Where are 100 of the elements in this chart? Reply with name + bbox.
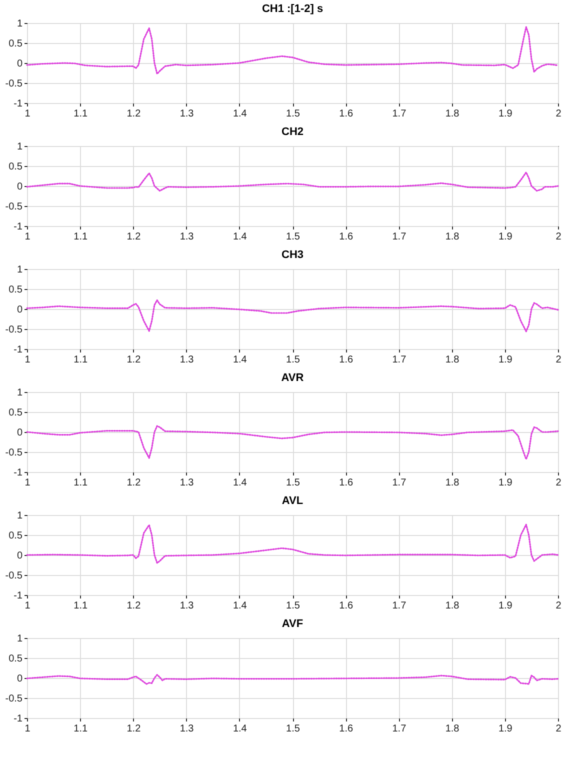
y-tick-label: 0.5 [8, 38, 23, 50]
x-tick-label: 1 [24, 354, 31, 366]
x-tick-label: 1.3 [180, 354, 194, 366]
x-tick-label: 1.4 [232, 478, 248, 488]
x-tick-label: 2 [556, 724, 562, 734]
x-tick-label: 1.8 [445, 108, 460, 120]
chart-title: CH2 [281, 126, 304, 138]
x-tick-label: 1 [24, 108, 31, 120]
x-tick-label: 1.2 [126, 724, 142, 734]
x-tick-label: 1.6 [339, 232, 354, 242]
y-tick-label: -1 [14, 222, 23, 232]
x-tick-label: 1.1 [74, 354, 88, 366]
y-tick-label: 0 [16, 182, 23, 192]
chart-title: AVR [281, 372, 304, 384]
x-tick-label: 2 [556, 108, 562, 120]
x-tick-label: 1.5 [286, 478, 300, 488]
chart-title: CH1 :[1-2] s [262, 3, 324, 15]
x-tick-label: 1.7 [392, 478, 407, 488]
y-tick-label: -0.5 [5, 78, 23, 90]
y-tick-label: 1 [16, 634, 23, 644]
x-tick-label: 1.3 [180, 724, 194, 734]
x-tick-label: 1.9 [498, 232, 513, 242]
y-tick-label: 0.5 [8, 284, 23, 296]
x-tick-label: 1.1 [74, 108, 88, 120]
x-tick-label: 1.8 [445, 724, 460, 734]
x-tick-label: 1.8 [445, 232, 460, 242]
x-tick-label: 1.9 [498, 354, 513, 366]
y-tick-label: 0 [16, 428, 23, 438]
y-tick-label: 0.5 [8, 654, 23, 664]
x-tick-label: 1.9 [498, 478, 513, 488]
x-tick-label: 1.8 [445, 600, 460, 612]
x-tick-label: 1.7 [392, 232, 407, 242]
x-tick-label: 1.9 [498, 108, 513, 120]
x-tick-label: 1.6 [339, 354, 354, 366]
x-tick-label: 1.7 [392, 600, 407, 612]
x-tick-label: 1.5 [286, 232, 300, 242]
x-tick-label: 1.5 [286, 600, 300, 612]
x-tick-label: 1 [24, 724, 31, 734]
y-tick-label: 1 [16, 388, 23, 398]
y-tick-label: -0.5 [5, 570, 23, 582]
x-tick-label: 1.5 [286, 724, 300, 734]
x-tick-label: 1.2 [126, 108, 142, 120]
x-tick-label: 2 [556, 232, 562, 242]
x-tick-label: 1.7 [392, 724, 407, 734]
x-tick-label: 1.6 [339, 108, 354, 120]
x-tick-label: 1.5 [286, 354, 300, 366]
line-series [26, 299, 559, 332]
y-tick-label: 0 [16, 674, 23, 684]
x-tick-label: 1.3 [180, 232, 194, 242]
x-tick-label: 1.3 [180, 478, 194, 488]
x-tick-label: 1.6 [339, 724, 354, 734]
line-series [26, 524, 559, 564]
x-tick-label: 1.6 [339, 600, 354, 612]
x-tick-label: 1.2 [126, 232, 142, 242]
x-tick-label: 1.9 [498, 600, 513, 612]
x-tick-label: 1.7 [392, 354, 407, 366]
y-tick-label: 1 [16, 142, 23, 152]
x-tick-label: 1.3 [180, 108, 194, 120]
y-tick-label: -1 [14, 714, 23, 724]
x-tick-label: 1.1 [74, 724, 88, 734]
chart-title: AVF [282, 618, 304, 630]
line-series [26, 425, 559, 460]
x-tick-label: 1.5 [286, 108, 300, 120]
x-tick-label: 1.4 [232, 600, 248, 612]
line-series [26, 26, 559, 75]
x-tick-label: 1.2 [126, 478, 142, 488]
y-tick-label: -1 [14, 344, 23, 356]
x-tick-label: 1.1 [74, 600, 88, 612]
x-tick-label: 1.8 [445, 478, 460, 488]
y-tick-label: -1 [14, 98, 23, 110]
x-tick-label: 1 [24, 600, 31, 612]
y-tick-label: -1 [14, 590, 23, 602]
line-series [26, 172, 559, 192]
line-series [26, 674, 559, 685]
x-tick-label: 2 [556, 600, 562, 612]
y-tick-label: -0.5 [5, 202, 23, 212]
chart-title: CH3 [281, 249, 304, 261]
x-tick-label: 1.4 [232, 108, 248, 120]
x-tick-label: 2 [556, 354, 562, 366]
y-tick-label: 0.5 [8, 530, 23, 542]
y-tick-label: 1 [16, 510, 23, 522]
y-tick-label: 0 [16, 58, 23, 70]
y-tick-label: -1 [14, 468, 23, 478]
x-tick-label: 1.2 [126, 600, 142, 612]
y-tick-label: -0.5 [5, 324, 23, 336]
x-tick-label: 1.4 [232, 354, 248, 366]
x-tick-label: 1.4 [232, 232, 248, 242]
x-tick-label: 1.1 [74, 232, 88, 242]
x-tick-label: 1.4 [232, 724, 248, 734]
y-tick-label: 0 [16, 304, 23, 316]
y-tick-label: 0 [16, 550, 23, 562]
x-tick-label: 1.1 [74, 478, 88, 488]
y-tick-label: -0.5 [5, 694, 23, 704]
x-tick-label: 1.2 [126, 354, 142, 366]
y-tick-label: 0.5 [8, 408, 23, 418]
x-tick-label: 1.3 [180, 600, 194, 612]
x-tick-label: 1.8 [445, 354, 460, 366]
x-tick-label: 1.7 [392, 108, 407, 120]
x-tick-label: 2 [556, 478, 562, 488]
y-tick-label: -0.5 [5, 448, 23, 458]
